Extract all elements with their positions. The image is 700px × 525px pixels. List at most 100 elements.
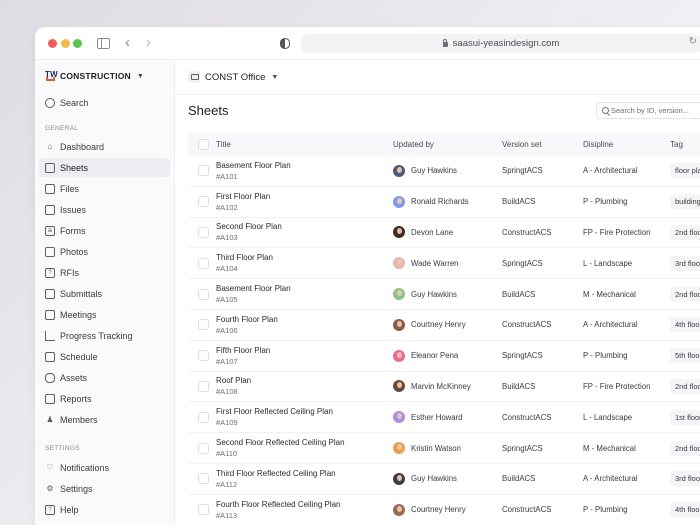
sidebar-item-rfis[interactable]: ? RFIs [39, 263, 170, 282]
sidebar-toggle-icon[interactable] [97, 38, 110, 49]
sidebar-search[interactable]: Search [45, 98, 89, 108]
tag-cell: 2nd floor [670, 224, 700, 240]
sheet-title[interactable]: Roof Plan [216, 376, 252, 386]
row-checkbox[interactable] [198, 196, 209, 208]
tag-cell: 1st floor [670, 409, 700, 425]
tag-badge: 5th floor [670, 348, 700, 364]
sheet-title[interactable]: Basement Floor Plan [216, 160, 291, 170]
sheet-title[interactable]: Second Floor Reflected Ceiling Plan [216, 438, 345, 448]
sheet-search-input[interactable]: Search by ID, version... [596, 102, 700, 119]
question-icon: ? [45, 267, 55, 278]
avatar [393, 472, 405, 485]
avatar [393, 318, 405, 331]
chevron-down-icon: ▼ [271, 73, 279, 81]
table-row[interactable]: First Floor Plan #A102 Ronald Richards B… [188, 187, 700, 218]
sidebar-item-sheets[interactable]: Sheets [39, 158, 170, 177]
sheet-title[interactable]: Basement Floor Plan [216, 284, 291, 294]
sheet-title[interactable]: Third Floor Plan [216, 253, 273, 263]
sheet-title[interactable]: Fourth Floor Reflected Ceiling Plan [216, 499, 341, 509]
close-window-button[interactable] [48, 39, 57, 48]
row-checkbox[interactable] [198, 473, 209, 485]
sidebar-item-label: Settings [60, 483, 93, 494]
sidebar-item-files[interactable]: Files [39, 179, 170, 198]
reload-icon[interactable]: ↻ [688, 36, 697, 47]
table-row[interactable]: Second Floor Plan #A103 Devon Lane Const… [188, 218, 700, 249]
row-checkbox[interactable] [198, 504, 209, 516]
photo-icon [45, 246, 55, 257]
sidebar-item-issues[interactable]: Issues [39, 200, 170, 219]
sidebar-item-settings[interactable]: ⚙ Settings [39, 479, 170, 498]
table-row[interactable]: Third Floor Plan #A104 Wade Warren Sprin… [188, 248, 700, 280]
privacy-shield-icon[interactable] [280, 38, 290, 49]
sheet-id: #A105 [216, 295, 238, 305]
table-row[interactable]: Fourth Floor Reflected Ceiling Plan #A11… [188, 495, 700, 525]
column-header-title[interactable]: Title [216, 140, 231, 149]
sidebar-item-assets[interactable]: Assets [39, 368, 170, 387]
sheet-title[interactable]: Fourth Floor Plan [216, 314, 278, 324]
table-row[interactable]: Fifth Floor Plan #A107 Eleanor Pena Spri… [188, 341, 700, 372]
table-row[interactable]: Basement Floor Plan #A105 Guy Hawkins Bu… [188, 279, 700, 310]
sheet-title[interactable]: First Floor Plan [216, 191, 271, 201]
sheet-title[interactable]: Third Floor Reflected Ceiling Plan [216, 468, 336, 478]
avatar [393, 442, 405, 455]
avatar [393, 288, 405, 301]
forward-arrow-icon[interactable]: › [146, 34, 151, 51]
table-row[interactable]: Fourth Floor Plan #A106 Courtney Henry C… [188, 310, 700, 341]
row-checkbox[interactable] [198, 442, 209, 454]
updated-by-cell: Esther Howard [393, 411, 502, 424]
row-checkbox[interactable] [198, 288, 209, 300]
sidebar-item-submittals[interactable]: Submittals [39, 284, 170, 303]
sidebar-item-members[interactable]: ♟ Members [39, 410, 170, 429]
column-header-updated-by[interactable]: Updated by [393, 140, 434, 149]
discipline: FP - Fire Protection [583, 227, 651, 237]
sidebar-item-label: Reports [60, 393, 92, 404]
minimize-window-button[interactable] [61, 39, 70, 48]
discipline: P - Plumbing [583, 197, 628, 207]
sidebar-item-forms[interactable]: ≡ Forms [39, 221, 170, 240]
sidebar-item-label: Sheets [60, 162, 89, 173]
sidebar-item-schedule[interactable]: Schedule [39, 347, 170, 366]
column-header-tag[interactable]: Tag [670, 140, 683, 149]
row-checkbox[interactable] [198, 226, 209, 238]
table-row[interactable]: Basement Floor Plan #A101 Guy Hawkins Sp… [188, 156, 700, 187]
sidebar-item-meetings[interactable]: Meetings [39, 305, 170, 324]
discipline: FP - Fire Protection [583, 381, 651, 391]
sheet-id: #A108 [216, 387, 238, 397]
office-selector[interactable]: CONST Office ▼ [188, 71, 278, 83]
table-row[interactable]: Third Floor Reflected Ceiling Plan #A112… [188, 464, 700, 495]
row-checkbox[interactable] [198, 319, 209, 331]
sidebar-item-notifications[interactable]: ♡ Notifications [39, 458, 170, 477]
select-all-checkbox[interactable] [198, 139, 209, 150]
table-row[interactable]: Second Floor Reflected Ceiling Plan #A11… [188, 433, 700, 464]
sidebar-item-label: Submittals [60, 288, 103, 299]
column-header-version-set[interactable]: Version set [502, 140, 542, 149]
maximize-window-button[interactable] [73, 39, 82, 48]
table-row[interactable]: Roof Plan #A108 Marvin McKinney BuildACS… [188, 372, 700, 403]
sidebar-item-reports[interactable]: Reports [39, 389, 170, 408]
sidebar-item-photos[interactable]: Photos [39, 242, 170, 261]
column-header-discipline[interactable]: Disipline [583, 140, 614, 149]
sidebar-item-help[interactable]: ? Help [39, 500, 170, 519]
sheet-title[interactable]: Second Floor Plan [216, 222, 282, 232]
tag-badge: building [670, 194, 700, 210]
tag-badge: floor plan [670, 163, 700, 179]
tag-cell: 3rd floor [670, 471, 700, 487]
table-row[interactable]: First Floor Reflected Ceiling Plan #A109… [188, 402, 700, 434]
row-checkbox[interactable] [198, 411, 209, 423]
back-arrow-icon[interactable]: ‹ [125, 34, 130, 51]
sheet-title[interactable]: First Floor Reflected Ceiling Plan [216, 407, 333, 417]
version-set: SpringtACS [502, 166, 543, 176]
row-checkbox[interactable] [198, 380, 209, 392]
row-checkbox[interactable] [198, 257, 209, 269]
user-name: Devon Lane [411, 227, 454, 237]
sheet-title-cell: Fourth Floor Reflected Ceiling Plan #A11… [216, 499, 393, 521]
sidebar-item-dashboard[interactable]: ⌂ Dashboard [39, 137, 170, 156]
address-bar[interactable]: saasui-yeasindesign.com ↻ [301, 34, 700, 53]
discipline: A - Architectural [583, 166, 638, 176]
sheet-title[interactable]: Fifth Floor Plan [216, 345, 271, 355]
workspace-switcher[interactable]: TW CONSTRUCTION ▼ [45, 71, 144, 81]
row-checkbox[interactable] [198, 165, 209, 177]
sidebar-item-progress-tracking[interactable]: Progress Tracking [39, 326, 170, 345]
section-label-general: GENERAL [45, 125, 79, 132]
row-checkbox[interactable] [198, 350, 209, 362]
